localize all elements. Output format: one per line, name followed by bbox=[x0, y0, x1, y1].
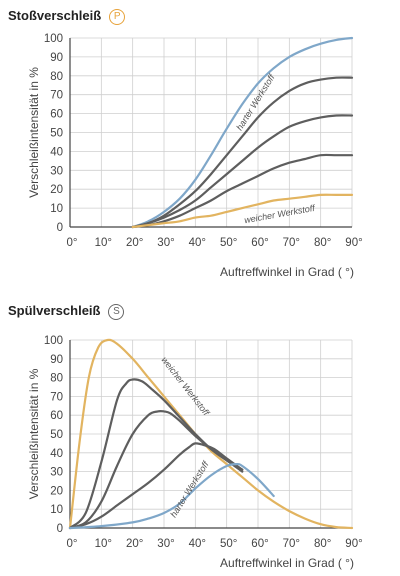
series-line-4 bbox=[131, 153, 354, 229]
curve-annotation: harter Werkstoff bbox=[234, 71, 277, 132]
y-tick-label: 20 bbox=[50, 184, 63, 196]
curve-annotation: weicher Werkstoff bbox=[159, 355, 212, 419]
grid bbox=[69, 339, 353, 529]
impact-wear-badge-icon: P bbox=[109, 9, 126, 25]
y-axis-label: Verschleißintensität in % bbox=[27, 67, 41, 198]
y-tick-label: 60 bbox=[50, 410, 63, 422]
chart-2-title: Spülverschleiß S bbox=[8, 303, 125, 320]
x-tick-label: 40° bbox=[189, 538, 206, 550]
x-tick-label: 0° bbox=[67, 237, 78, 249]
x-tick-label: 30° bbox=[157, 538, 174, 550]
x-axis-label: Auftreffwinkel in Grad ( °) bbox=[220, 556, 354, 570]
x-tick-label: 0° bbox=[67, 538, 78, 550]
y-tick-label: 70 bbox=[50, 391, 63, 403]
x-tick-label: 20° bbox=[126, 538, 143, 550]
x-tick-label: 70° bbox=[283, 237, 300, 249]
y-tick-label: 100 bbox=[44, 33, 63, 45]
series-line-1 bbox=[131, 36, 354, 229]
y-tick-label: 30 bbox=[50, 165, 63, 177]
x-tick-label: 40° bbox=[189, 237, 206, 249]
y-tick-label: 0 bbox=[57, 523, 63, 535]
x-tick-label: 10° bbox=[95, 538, 112, 550]
flush-wear-badge-icon: S bbox=[108, 304, 125, 320]
y-tick-label: 10 bbox=[50, 504, 63, 516]
x-tick-label: 60° bbox=[251, 237, 268, 249]
x-tick-label: 50° bbox=[220, 237, 237, 249]
x-axis-label: Auftreffwinkel in Grad ( °) bbox=[220, 265, 354, 279]
y-tick-label: 90 bbox=[50, 354, 63, 366]
y-axis-label: Verschleißintensität in % bbox=[27, 368, 41, 499]
y-tick-label: 50 bbox=[50, 429, 63, 441]
x-tick-label: 80° bbox=[314, 237, 331, 249]
y-tick-label: 10 bbox=[50, 203, 63, 215]
x-tick-label: 20° bbox=[126, 237, 143, 249]
y-tick-label: 40 bbox=[50, 448, 63, 460]
y-tick-label: 40 bbox=[50, 146, 63, 158]
series-line-3 bbox=[68, 409, 244, 530]
grid bbox=[69, 37, 353, 228]
x-tick-label: 70° bbox=[283, 538, 300, 550]
x-tick-label: 90° bbox=[345, 237, 362, 249]
y-tick-label: 30 bbox=[50, 467, 63, 479]
curve-annotation: harter Werkstoff bbox=[168, 458, 211, 519]
series-line-4 bbox=[68, 442, 244, 530]
series-line-5 bbox=[131, 193, 354, 229]
flush-wear-chart: 0 10 20 30 40 50 60 70 80 90 100 0° 10° 20° 30° 40° 50° 6… bbox=[27, 335, 363, 570]
series-line-5 bbox=[68, 462, 275, 530]
y-tick-label: 20 bbox=[50, 485, 63, 497]
impact-wear-chart: 0 10 20 30 40 50 60 70 80 90 100 0° 10° 20° 30° 40° 50° 6… bbox=[27, 33, 363, 279]
y-tick-label: 100 bbox=[44, 335, 63, 347]
y-tick-label: 0 bbox=[57, 222, 63, 234]
y-tick-label: 60 bbox=[50, 109, 63, 121]
x-tick-label: 80° bbox=[314, 538, 331, 550]
x-tick-label: 90° bbox=[345, 538, 362, 550]
x-tick-label: 10° bbox=[95, 237, 112, 249]
series-line-3 bbox=[131, 114, 354, 229]
y-tick-label: 80 bbox=[50, 71, 63, 83]
x-tick-label: 60° bbox=[251, 538, 268, 550]
x-tick-label: 30° bbox=[157, 237, 174, 249]
y-tick-label: 50 bbox=[50, 128, 63, 140]
y-tick-label: 90 bbox=[50, 52, 63, 64]
y-tick-label: 80 bbox=[50, 373, 63, 385]
chart-1-title: Stoßverschleiß P bbox=[8, 8, 126, 25]
series-line-2 bbox=[131, 76, 354, 229]
y-tick-label: 70 bbox=[50, 90, 63, 102]
x-tick-label: 50° bbox=[220, 538, 237, 550]
